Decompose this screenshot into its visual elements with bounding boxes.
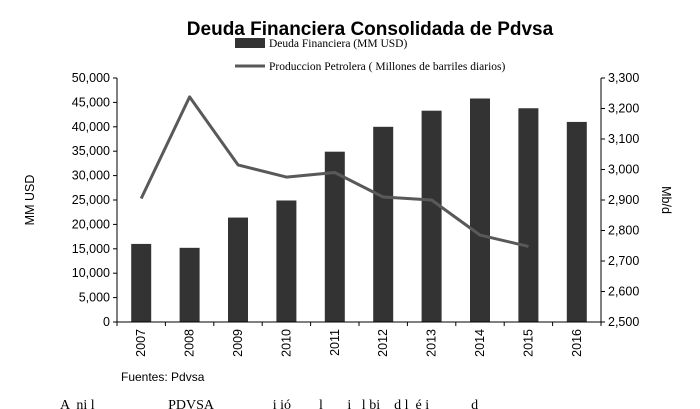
y-tick-label: 35,000 [72,144,110,158]
legend-swatch-bars [235,38,265,48]
bar [324,151,345,322]
y2-tick-label: 3,300 [608,71,639,85]
bar [470,98,490,322]
legend-label-bars: Deuda Financiera (MM USD) [269,38,407,50]
bar [566,121,587,322]
y2-tick-label: 3,200 [608,102,639,116]
y-axis-title: MM USD [23,175,37,226]
y-tick-label: 20,000 [72,217,110,231]
y-tick-label: 30,000 [72,169,110,183]
bar [131,243,152,322]
x-tick-label: 2009 [231,329,245,357]
y2-tick-label: 3,000 [608,163,639,177]
y-tick-label: 10,000 [72,266,110,280]
bar [373,126,394,322]
y-tick-label: 5,000 [79,291,110,305]
bar [518,108,539,322]
plot-area: 0 5,000 10,000 15,000 20,000 25,000 30,000 35,0… [72,71,640,357]
bar [179,247,200,322]
caption-fragment: A ni l PDVSA i ió l i l bi d l é i d [60,398,478,409]
x-tick-label: 2013 [425,329,439,357]
y-tick-label: 25,000 [72,193,110,207]
legend: Deuda Financiera (MM USD) Produccion Pet… [235,38,505,73]
y-tick-label: 15,000 [72,242,110,256]
source-note: Fuentes: Pdvsa [121,370,205,384]
y2-tick-label: 2,700 [608,254,639,268]
x-tick-label: 2012 [376,329,390,357]
y2-axis-title: Mb/d [659,186,673,214]
chart-title: Deuda Financiera Consolidada de Pdvsa [187,19,554,40]
y-tick-label: 45,000 [72,95,110,109]
y2-tick-label: 3,100 [608,132,639,146]
x-tick-label: 2007 [134,329,148,357]
x-tick-label: 2010 [279,329,293,357]
x-tick-label: 2014 [473,329,487,357]
x-tick-label: 2011 [328,329,342,356]
bar [421,110,442,322]
y-tick-label: 50,000 [72,71,110,85]
legend-label-line: Produccion Petrolera ( Millones de barri… [269,61,505,73]
bar [228,217,248,322]
y-tick-label: 0 [103,315,110,329]
y2-tick-label: 2,600 [608,285,639,299]
y-tick-label: 40,000 [72,120,110,134]
y2-tick-label: 2,800 [608,224,639,238]
series-line [139,95,529,248]
x-tick-label: 2016 [570,329,584,357]
x-tick-label: 2015 [521,329,535,357]
x-tick-label: 2008 [183,329,197,357]
bar [276,200,297,322]
y2-tick-label: 2,900 [608,193,639,207]
y2-tick-label: 2,500 [608,315,639,329]
